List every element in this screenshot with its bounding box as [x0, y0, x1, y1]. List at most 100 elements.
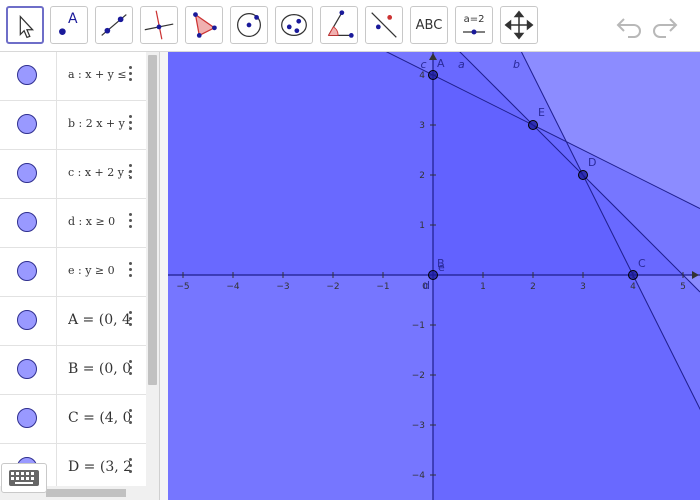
region-e[interactable] — [168, 52, 700, 275]
point-icon — [59, 28, 66, 35]
vertical-scrollbar[interactable] — [146, 52, 159, 500]
more-options-icon[interactable] — [128, 66, 134, 86]
point-tool-button[interactable]: A — [50, 6, 88, 44]
algebra-row[interactable]: A = (0, 4) — [0, 297, 146, 346]
more-options-icon[interactable] — [128, 360, 134, 380]
point-label-D: D — [588, 156, 596, 169]
algebra-expression[interactable]: b : 2 x + y ≤ 8 — [68, 117, 130, 130]
line-a[interactable] — [168, 52, 700, 293]
algebra-expression[interactable]: c : x + 2 y ≤ 8 — [68, 166, 130, 179]
more-options-icon[interactable] — [128, 213, 134, 233]
visibility-toggle[interactable] — [17, 408, 37, 428]
text-tool-button[interactable]: ABC — [410, 6, 448, 44]
visibility-toggle[interactable] — [17, 310, 37, 330]
algebra-expression[interactable]: B = (0, 0) — [68, 361, 130, 377]
row-separator — [56, 52, 57, 101]
move-icon — [19, 14, 35, 39]
point-B[interactable] — [428, 270, 438, 280]
algebra-row[interactable]: a : x + y ≤ 5 — [0, 52, 146, 101]
y-tick-label: −2 — [412, 371, 425, 381]
ellipse-tool-button[interactable] — [275, 6, 313, 44]
angle-tool-button[interactable] — [320, 6, 358, 44]
keyboard-button[interactable] — [1, 463, 47, 493]
vertical-scrollbar-thumb[interactable] — [148, 55, 157, 385]
graphics-canvas[interactable]: −5 −4 −3 −2 −1 1 2 3 4 5 −4 −3 −2 −1 1 2 3 4 0 a b c ed A B C D E — [168, 52, 700, 500]
visibility-toggle[interactable] — [17, 163, 37, 183]
algebra-row[interactable]: c : x + 2 y ≤ 8 — [0, 150, 146, 199]
algebra-row[interactable]: d : x ≥ 0 — [0, 199, 146, 248]
polygon-icon — [193, 12, 217, 38]
visibility-toggle[interactable] — [17, 114, 37, 134]
perpendicular-line-tool-button[interactable] — [140, 6, 178, 44]
algebra-expression[interactable]: C = (4, 0) — [68, 410, 130, 426]
row-separator — [56, 199, 57, 248]
y-tick-label: 3 — [419, 121, 425, 131]
algebra-row[interactable]: B = (0, 0) — [0, 346, 146, 395]
slider-tool-button[interactable]: a=2 — [455, 6, 493, 44]
horizontal-scrollbar-thumb[interactable] — [46, 489, 126, 497]
y-tick-label: −4 — [412, 471, 426, 481]
x-tick-label: −1 — [376, 282, 389, 292]
more-options-icon[interactable] — [128, 262, 134, 282]
undo-button[interactable] — [614, 10, 644, 40]
line-icon — [101, 14, 127, 36]
algebra-expression[interactable]: e : y ≥ 0 — [68, 264, 115, 277]
redo-icon — [653, 18, 678, 38]
visibility-toggle[interactable] — [17, 65, 37, 85]
more-options-icon[interactable] — [128, 458, 134, 478]
x-tick-label: 2 — [530, 282, 536, 292]
row-separator — [56, 101, 57, 150]
y-tick-label: −1 — [412, 321, 425, 331]
origin-label: 0 — [422, 282, 428, 292]
circle-center-point-icon — [237, 13, 261, 37]
point-label-E: E — [538, 106, 545, 119]
perpendicular-line-icon — [144, 10, 174, 40]
algebra-row[interactable]: C = (4, 0) — [0, 395, 146, 444]
x-tick-label: −3 — [276, 282, 289, 292]
graphics-view[interactable]: −5 −4 −3 −2 −1 1 2 3 4 5 −4 −3 −2 −1 1 2 3 4 0 a b c e d A B C D E — [168, 52, 700, 500]
algebra-row[interactable]: e : y ≥ 0 — [0, 248, 146, 297]
move-graphics-view-tool-button[interactable] — [500, 6, 538, 44]
line-tool-button[interactable] — [95, 6, 133, 44]
undo-icon — [616, 18, 641, 38]
point-label-C: C — [638, 257, 646, 270]
view-divider[interactable] — [160, 52, 168, 500]
text-tool-label: ABC — [415, 17, 443, 33]
row-separator — [56, 297, 57, 346]
more-options-icon[interactable] — [128, 311, 134, 331]
point-C[interactable] — [628, 270, 638, 280]
more-options-icon[interactable] — [128, 409, 134, 429]
y-tick-label: 4 — [419, 71, 425, 81]
row-separator — [56, 248, 57, 297]
y-tick-label: 1 — [419, 221, 425, 231]
algebra-expression[interactable]: A = (0, 4) — [68, 312, 130, 328]
circle-center-point-tool-button[interactable] — [230, 6, 268, 44]
slider-tool-label: a=2 — [463, 14, 485, 25]
y-axis-arrow — [429, 53, 437, 60]
ellipse-icon — [281, 13, 307, 37]
x-tick-label: −2 — [326, 282, 339, 292]
visibility-toggle[interactable] — [17, 261, 37, 281]
x-tick-label: 5 — [680, 282, 686, 292]
algebra-expression[interactable]: a : x + y ≤ 5 — [68, 68, 130, 81]
algebra-expression[interactable]: D = (3, 2) — [68, 459, 130, 475]
reflect-tool-button[interactable] — [365, 6, 403, 44]
move-tool-button[interactable] — [6, 6, 44, 44]
point-E[interactable] — [528, 120, 538, 130]
redo-button[interactable] — [650, 10, 680, 40]
line-label-c: c — [421, 58, 427, 71]
point-A[interactable] — [428, 70, 438, 80]
line-label-d: d — [423, 279, 430, 292]
row-separator — [56, 395, 57, 444]
algebra-expression[interactable]: d : x ≥ 0 — [68, 215, 116, 228]
more-options-icon[interactable] — [128, 164, 134, 184]
point-D[interactable] — [578, 170, 588, 180]
more-options-icon[interactable] — [128, 115, 134, 135]
visibility-toggle[interactable] — [17, 359, 37, 379]
algebra-row[interactable]: b : 2 x + y ≤ 8 — [0, 101, 146, 150]
polygon-tool-button[interactable] — [185, 6, 223, 44]
visibility-toggle[interactable] — [17, 212, 37, 232]
x-axis-arrow — [692, 271, 699, 279]
reflect-icon — [371, 12, 397, 38]
region-d[interactable] — [433, 52, 700, 500]
